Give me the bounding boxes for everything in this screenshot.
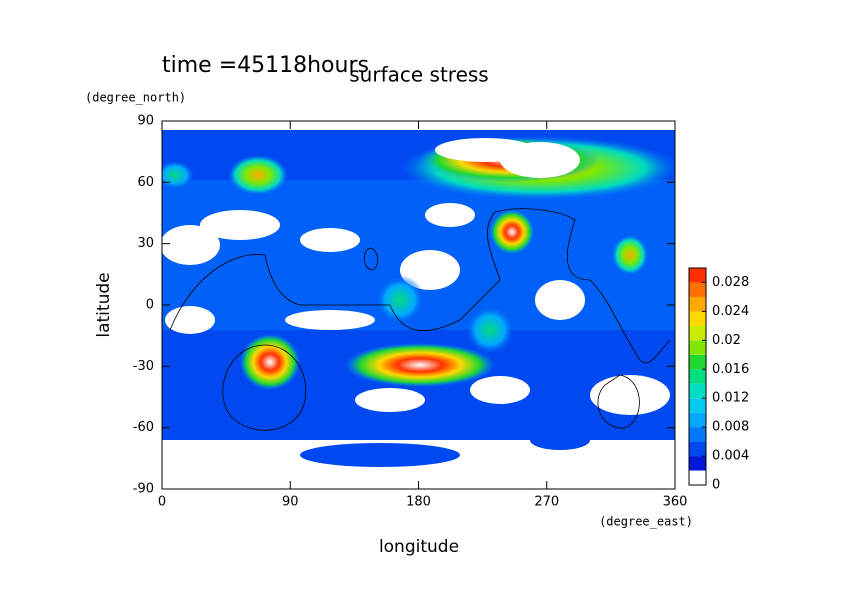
contour-fill xyxy=(240,334,300,390)
y-tick-label: -90 xyxy=(133,482,154,497)
contour-field xyxy=(162,130,675,467)
contour-fill xyxy=(530,430,590,450)
colorbar-band xyxy=(689,296,706,312)
contour-fill xyxy=(500,142,580,178)
contour-fill xyxy=(590,375,670,415)
y-tick-label: 30 xyxy=(137,236,154,251)
contour-fill xyxy=(165,306,215,334)
colorbar-band xyxy=(689,325,706,341)
colorbar-tick-label: 0.028 xyxy=(712,275,749,290)
x-tick-label: 0 xyxy=(158,495,166,510)
colorbar-tick-label: 0 xyxy=(712,478,720,493)
y-tick-label: 90 xyxy=(137,114,154,129)
y-tick-label: 60 xyxy=(137,175,154,190)
contour-fill xyxy=(162,225,220,265)
contour-fill xyxy=(345,343,495,387)
contour-fill xyxy=(285,310,375,330)
x-tick-label: 180 xyxy=(406,495,431,510)
y-unit: (degree_north) xyxy=(85,91,186,105)
contour-fill xyxy=(612,235,648,275)
contour-fill xyxy=(228,155,288,195)
y-axis-label: latitude xyxy=(94,272,114,337)
contour-fill xyxy=(425,203,475,227)
colorbar-band xyxy=(689,268,706,283)
contour-fill xyxy=(162,160,195,190)
contour-fill xyxy=(200,210,280,240)
contour-fill xyxy=(490,210,534,254)
colorbar-tick-label: 0.024 xyxy=(712,304,749,319)
colorbar-tick-label: 0.012 xyxy=(712,391,749,406)
colorbar-band xyxy=(689,456,706,471)
colorbar-tick-label: 0.004 xyxy=(712,449,749,464)
contour-fill xyxy=(535,280,585,320)
coastline xyxy=(222,344,307,431)
coastline xyxy=(597,374,640,429)
colorbar-frame xyxy=(688,267,707,486)
y-tick-label: 0 xyxy=(146,298,154,313)
colorbar-tick-label: 0.008 xyxy=(712,420,749,435)
contour-fill xyxy=(300,228,360,252)
x-axis-label: longitude xyxy=(379,537,459,557)
contour-fill xyxy=(470,376,530,404)
colorbar-band xyxy=(689,311,706,326)
x-unit: (degree_east) xyxy=(599,515,693,529)
contour-fill xyxy=(355,388,425,412)
contour-fill xyxy=(300,443,460,467)
contour-fill xyxy=(465,305,515,355)
coastline xyxy=(169,208,671,363)
coastline xyxy=(363,247,379,271)
colorbar-band xyxy=(689,340,706,355)
colorbar-tick-label: 0.016 xyxy=(712,362,749,377)
colorbar-band xyxy=(689,470,706,485)
colorbar-band xyxy=(689,383,706,399)
y-tick-label: -60 xyxy=(133,420,154,435)
chart-title: surface stress xyxy=(349,63,488,87)
colorbar-band xyxy=(689,354,706,370)
colorbar-band xyxy=(689,398,706,413)
colorbar-band xyxy=(689,441,706,457)
x-tick-label: 270 xyxy=(534,495,559,510)
colorbar-band xyxy=(689,282,706,297)
y-tick-label: -30 xyxy=(133,359,154,374)
colorbar-tick-label: 0.02 xyxy=(712,333,741,348)
contour-fill xyxy=(375,275,425,325)
annotation: time =45118hours xyxy=(162,53,369,78)
colorbar-band xyxy=(689,412,706,428)
colorbar-band xyxy=(689,427,706,442)
x-tick-label: 90 xyxy=(282,495,299,510)
x-tick-label: 360 xyxy=(663,495,688,510)
colorbar-band xyxy=(689,369,706,384)
